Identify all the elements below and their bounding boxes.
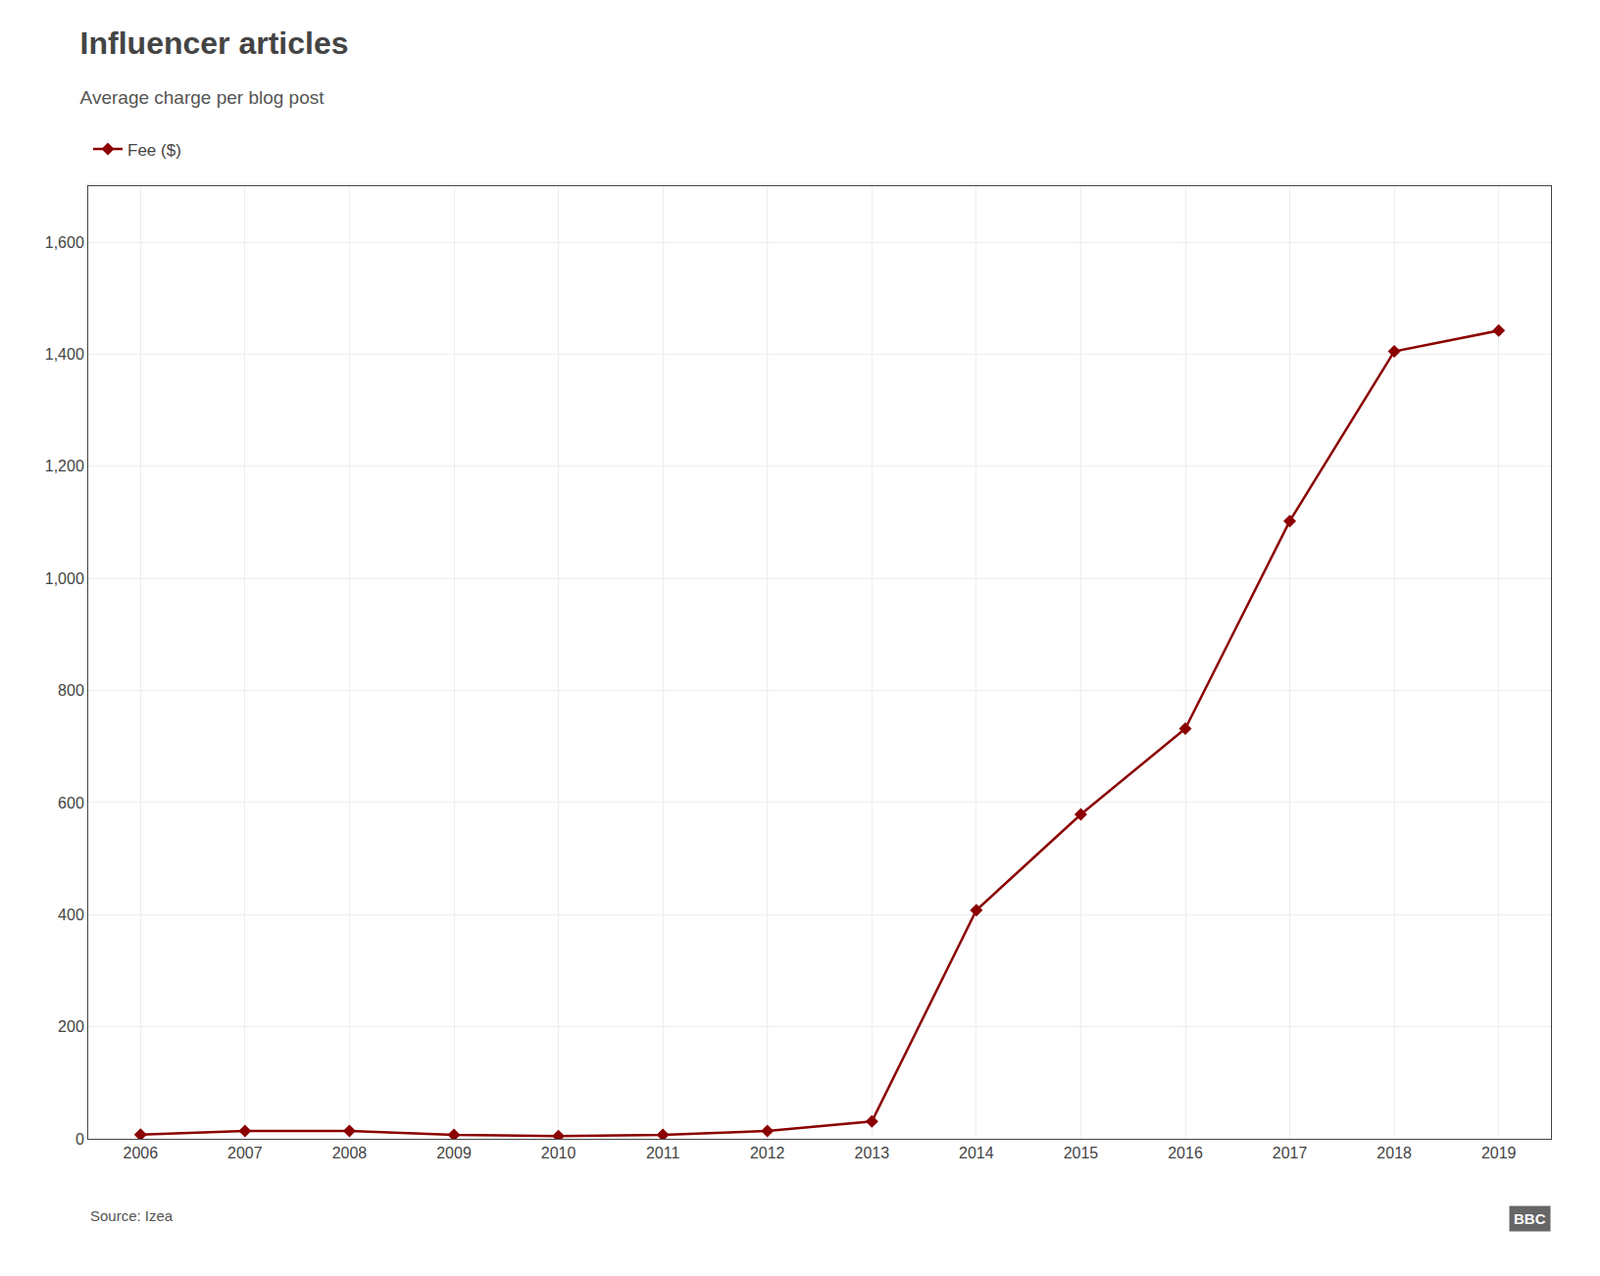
svg-text:2019: 2019	[1481, 1145, 1517, 1162]
svg-text:BBC: BBC	[1513, 1210, 1547, 1228]
svg-text:Average charge per blog post: Average charge per blog post	[80, 87, 326, 108]
svg-text:2011: 2011	[646, 1145, 681, 1162]
svg-text:Fee ($): Fee ($)	[127, 141, 182, 160]
svg-text:Influencer articles: Influencer articles	[80, 25, 350, 61]
svg-text:Source: Izea: Source: Izea	[90, 1207, 174, 1225]
svg-text:1,400: 1,400	[45, 346, 85, 363]
svg-text:2007: 2007	[227, 1145, 263, 1162]
svg-text:400: 400	[57, 906, 85, 924]
svg-text:2016: 2016	[1167, 1145, 1203, 1162]
svg-text:0: 0	[75, 1131, 85, 1149]
svg-text:1,200: 1,200	[45, 457, 85, 475]
svg-text:2018: 2018	[1376, 1145, 1412, 1162]
svg-text:2009: 2009	[436, 1145, 472, 1162]
svg-text:2015: 2015	[1063, 1145, 1100, 1162]
svg-text:2017: 2017	[1272, 1145, 1308, 1162]
svg-text:2012: 2012	[750, 1145, 786, 1162]
svg-text:2013: 2013	[853, 1145, 890, 1162]
svg-text:2010: 2010	[541, 1145, 577, 1162]
svg-text:1,600: 1,600	[45, 234, 85, 251]
svg-text:2006: 2006	[122, 1145, 158, 1162]
svg-text:200: 200	[57, 1018, 85, 1036]
svg-text:600: 600	[57, 795, 85, 812]
svg-text:800: 800	[57, 682, 85, 700]
svg-text:2008: 2008	[332, 1145, 368, 1162]
svg-text:1,000: 1,000	[45, 570, 85, 588]
svg-text:2014: 2014	[958, 1145, 995, 1162]
